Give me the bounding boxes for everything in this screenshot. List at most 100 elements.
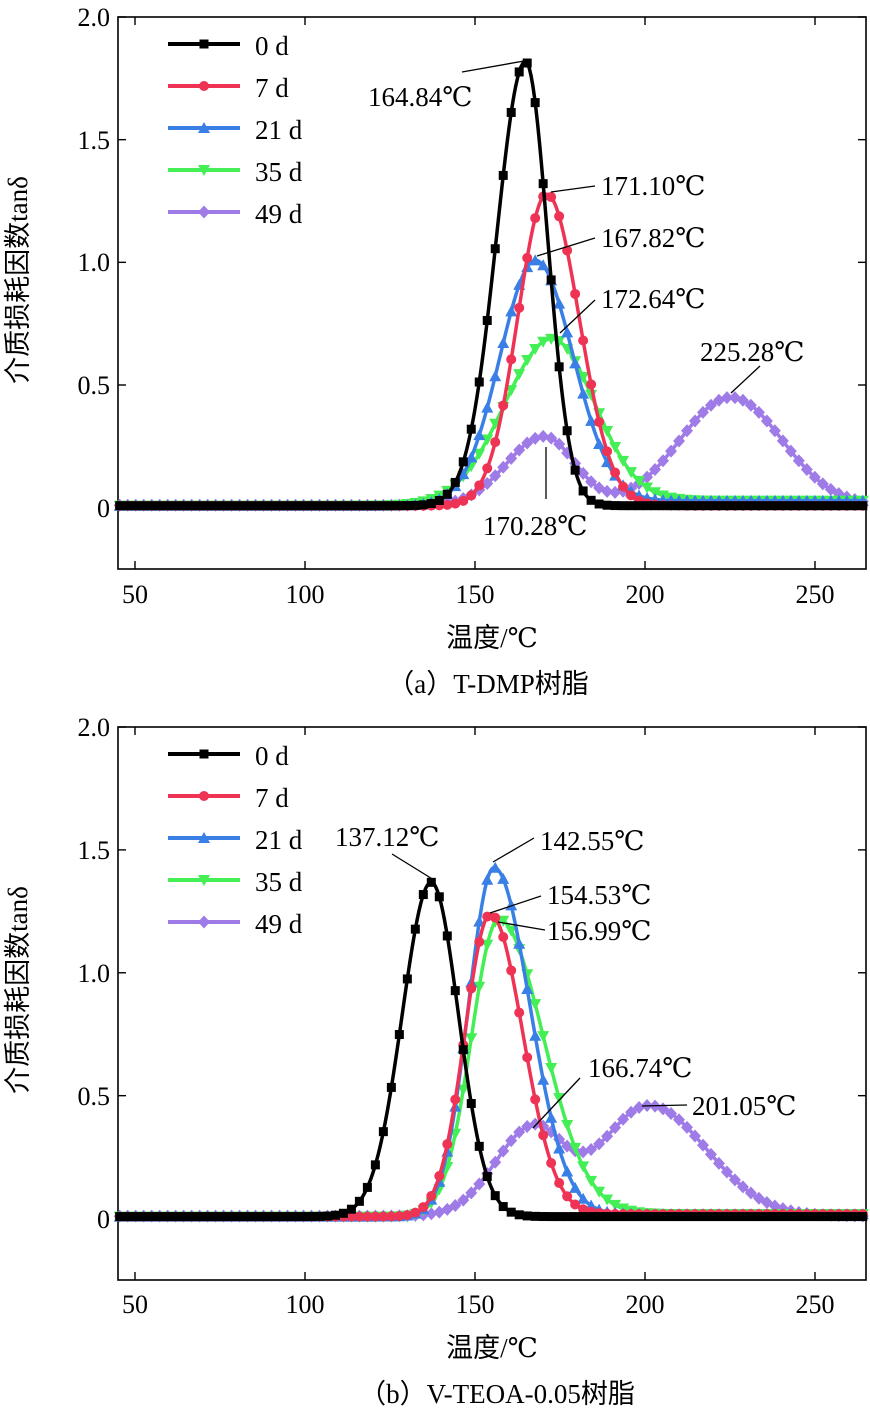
data-point <box>530 98 540 108</box>
data-point <box>850 1212 860 1222</box>
data-point <box>481 873 494 885</box>
data-point <box>115 1212 125 1222</box>
data-point <box>498 170 508 180</box>
data-point <box>698 501 708 511</box>
peak-annotation: 172.64℃ <box>601 284 705 314</box>
peak-annotation: 171.10℃ <box>601 171 705 201</box>
data-point <box>585 1199 598 1211</box>
data-point <box>521 436 534 450</box>
data-point <box>537 1073 550 1085</box>
data-point <box>634 1212 644 1222</box>
data-point <box>322 1211 332 1221</box>
data-point <box>354 1211 365 1222</box>
data-point <box>625 1105 638 1119</box>
data-point <box>714 501 724 511</box>
data-point <box>649 462 662 476</box>
data-point <box>418 500 428 510</box>
data-point <box>506 965 517 976</box>
data-point <box>426 877 436 887</box>
data-point <box>481 434 494 446</box>
data-point <box>171 501 181 511</box>
data-point <box>538 1212 548 1222</box>
data-point <box>665 444 678 458</box>
legend-label: 0 d <box>255 741 289 771</box>
data-point <box>497 872 510 884</box>
data-point <box>665 1107 678 1121</box>
data-point <box>187 501 197 511</box>
data-point <box>450 498 461 509</box>
data-point <box>362 1211 373 1222</box>
data-point <box>537 259 550 271</box>
data-point <box>674 501 684 511</box>
y-tick-label: 0.5 <box>78 371 111 400</box>
data-point <box>473 981 486 993</box>
data-point <box>529 1029 542 1041</box>
data-point <box>139 1212 149 1222</box>
data-point <box>593 437 606 449</box>
data-point <box>617 1112 630 1126</box>
data-point <box>513 443 526 457</box>
data-point <box>198 122 210 133</box>
data-point <box>275 501 284 511</box>
data-point <box>610 1212 620 1222</box>
data-point <box>199 791 209 801</box>
data-point <box>738 1212 748 1222</box>
data-point <box>521 982 534 994</box>
data-point <box>842 1212 852 1222</box>
data-point <box>282 501 292 511</box>
data-point <box>474 936 485 947</box>
data-point <box>602 446 613 457</box>
data-point <box>554 1178 565 1189</box>
legend-swatch <box>168 832 240 843</box>
data-point <box>171 1212 181 1222</box>
data-point <box>738 501 748 511</box>
peak-annotation: 167.82℃ <box>601 223 705 253</box>
data-point <box>602 1212 612 1222</box>
data-point <box>593 1186 606 1198</box>
y-tick-label: 2.0 <box>78 3 111 32</box>
y-tick-label: 0.5 <box>78 1082 111 1111</box>
series-line <box>117 912 867 1219</box>
data-point <box>378 1211 389 1222</box>
data-point <box>489 469 502 483</box>
data-point <box>410 924 420 934</box>
y-tick-label: 1.0 <box>78 248 111 277</box>
data-point <box>473 1177 486 1191</box>
x-tick-label: 150 <box>456 580 495 609</box>
data-point <box>275 1212 284 1222</box>
data-point <box>473 448 486 460</box>
data-point <box>754 501 764 511</box>
data-point <box>282 1212 292 1222</box>
data-point <box>609 442 622 454</box>
data-point <box>203 1212 213 1222</box>
data-point <box>290 501 300 511</box>
data-point <box>570 1212 580 1222</box>
data-point <box>147 501 157 511</box>
data-point <box>378 1127 388 1137</box>
peak-annotation: 201.05℃ <box>692 1091 796 1121</box>
peak-annotation: 166.74℃ <box>588 1053 692 1083</box>
data-point <box>199 81 209 91</box>
data-point <box>688 1129 701 1143</box>
figure-caption: （a）T-DMP树脂 <box>387 669 589 699</box>
data-point <box>834 501 844 511</box>
data-point <box>609 1121 622 1135</box>
data-point <box>800 463 813 477</box>
annotation-leader <box>641 1104 688 1107</box>
data-point <box>680 1120 693 1134</box>
legend-swatch <box>168 39 240 49</box>
data-point <box>466 424 476 434</box>
legend-swatch <box>168 915 240 929</box>
data-point <box>546 1158 557 1169</box>
data-point <box>513 369 526 381</box>
data-point <box>720 391 733 405</box>
data-point <box>752 405 765 419</box>
data-point <box>658 501 668 511</box>
y-axis-title: 介质损耗因数tanδ <box>3 886 33 1094</box>
legend-swatch <box>168 791 240 801</box>
data-point <box>473 429 486 441</box>
data-point <box>609 1199 622 1211</box>
data-point <box>553 297 566 309</box>
data-point <box>481 939 494 951</box>
x-tick-label: 100 <box>286 1290 325 1319</box>
